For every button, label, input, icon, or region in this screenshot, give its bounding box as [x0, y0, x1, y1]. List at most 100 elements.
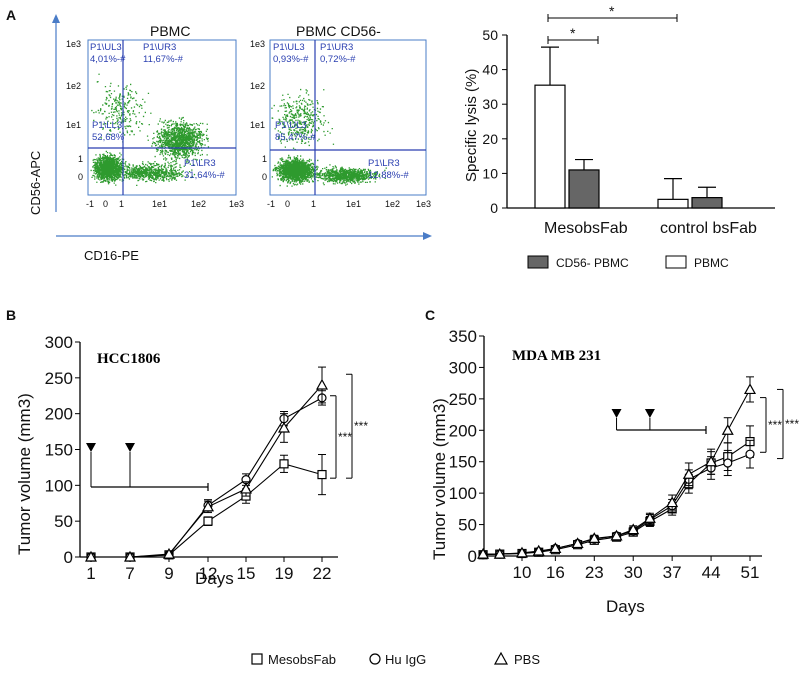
p1-xtick-0: 0	[103, 199, 108, 209]
p1-xtick-m1: -1	[86, 199, 94, 209]
lysis-ytick-label: 40	[482, 62, 498, 78]
hcc-sig-stars: ***	[338, 430, 352, 444]
p1-lr-percent: 31,64%-#	[184, 170, 225, 181]
triangle-marker	[84, 550, 98, 562]
p1-xtick-1e3: 1e3	[229, 199, 244, 209]
legend-mesobsfab: MesobsFab	[268, 652, 336, 667]
p2-ytick-0: 0	[262, 172, 267, 182]
p1-xtick-1: 1	[119, 199, 124, 209]
hcc-xtick-label: 9	[164, 564, 173, 583]
flow-y-label: CD56-APC	[28, 151, 43, 215]
p1-ytick-1e2: 1e2	[66, 81, 81, 91]
p1-ur-gate: P1\UR3	[143, 42, 176, 53]
triangle-marker	[549, 542, 562, 554]
p2-ytick-1e3: 1e3	[250, 39, 265, 49]
hcc-xtick-label: 1	[86, 564, 95, 583]
triangle-marker	[571, 537, 584, 549]
hcc-xtick-label: 7	[125, 564, 134, 583]
legend-square-marker	[251, 653, 263, 665]
lysis-ytick-label: 50	[482, 27, 498, 43]
circle-marker	[745, 449, 755, 459]
triangle-marker	[277, 421, 291, 433]
panel-a-letter: A	[6, 7, 16, 23]
lysis-ylabel: Specific lysis (%)	[463, 69, 480, 182]
mda-ytick-label: 150	[449, 453, 477, 472]
p1-ul-gate: P1\UL3	[90, 42, 122, 53]
hcc-treatment-arrow	[125, 443, 135, 452]
lysis-ytick-label: 30	[482, 96, 498, 112]
mda-xtick-label: 51	[741, 563, 760, 582]
mda-ytick-label: 0	[468, 547, 477, 566]
triangle-marker	[682, 468, 695, 479]
p1-ytick-0: 0	[78, 172, 83, 182]
lysis-bar-cd56--pbmc	[568, 169, 600, 209]
flow-plot-1: P1\UL3 4,01%-# P1\UR3 11,67%-# P1\LL3 52…	[66, 39, 244, 209]
triangle-marker	[315, 378, 329, 390]
hcc-ytick-label: 150	[45, 441, 73, 460]
lysis-category-2: control bsFab	[660, 220, 757, 237]
triangle-marker	[239, 482, 253, 494]
p1-ytick-1e1: 1e1	[66, 120, 81, 130]
mda-ytick-label: 250	[449, 390, 477, 409]
triangle-marker	[532, 544, 545, 556]
panel-c-letter: C	[425, 307, 435, 323]
p1-ll-gate: P1\LL3	[92, 120, 122, 131]
hcc-ylabel: Tumor volume (mm3)	[15, 393, 34, 555]
hcc-title: HCC1806	[97, 351, 161, 367]
triangle-marker	[515, 546, 529, 558]
p2-xtick-1e1: 1e1	[346, 199, 361, 209]
flow-plot-1-frame	[87, 39, 237, 196]
mda-xtick-label: 16	[546, 563, 565, 582]
mda-sig-stars: ***	[768, 418, 782, 432]
triangle-marker	[162, 547, 176, 559]
hcc-ytick-label: 100	[45, 476, 73, 495]
p2-ur-gate: P1\UR3	[320, 42, 353, 53]
circle-marker	[723, 458, 733, 468]
mda-xlabel: Days	[606, 597, 645, 616]
hcc-xtick-label: 12	[199, 564, 218, 583]
hcc-line-pbs	[91, 384, 323, 558]
lysis-bar-pbmc	[657, 198, 689, 209]
p2-ll-percent: 85,47%-#	[275, 132, 316, 143]
flow-y-arrowhead	[52, 14, 60, 23]
mda-xtick-label: 30	[624, 563, 643, 582]
p2-xtick-1: 1	[311, 199, 316, 209]
legend-swatch-cd56	[527, 255, 549, 269]
lysis-bar-pbmc	[534, 84, 566, 209]
p2-ul-gate: P1\UL3	[273, 42, 305, 53]
flow-event-cloud	[90, 73, 210, 186]
flow-x-arrowhead	[423, 232, 432, 240]
p1-ul-percent: 4,01%-#	[90, 54, 126, 65]
triangle-marker	[477, 547, 490, 559]
hcc-ytick-label: 50	[54, 512, 73, 531]
lysis-ytick-label: 10	[482, 165, 498, 181]
hcc-sig-stars: ***	[354, 419, 368, 433]
lysis-bar-cd56--pbmc	[691, 197, 723, 209]
mda-xtick-label: 10	[513, 563, 532, 582]
p2-ytick-1: 1	[262, 154, 267, 164]
p2-ytick-1e2: 1e2	[250, 81, 265, 91]
sig-star-2: *	[609, 3, 615, 19]
legend-hu-igg: Hu IgG	[385, 652, 426, 667]
triangle-marker	[666, 496, 679, 508]
p2-ur-percent: 0,72%-#	[320, 54, 356, 65]
flow-plot-2-frame	[269, 39, 427, 196]
p1-xtick-1e1: 1e1	[152, 199, 167, 209]
mda-sig-stars: ***	[785, 417, 799, 431]
p2-xtick-0: 0	[285, 199, 290, 209]
legend-label-pbmc: PBMC	[694, 256, 729, 270]
mda-ytick-label: 300	[449, 358, 477, 377]
p1-ytick-1: 1	[78, 154, 83, 164]
hcc-ytick-label: 200	[45, 405, 73, 424]
legend-label-cd56: CD56- PBMC	[556, 256, 629, 270]
flow-events-2	[271, 88, 387, 187]
p2-ul-percent: 0,93%-#	[273, 54, 309, 65]
panel-b-letter: B	[6, 307, 16, 323]
lysis-ytick-label: 20	[482, 131, 498, 147]
triangle-marker	[743, 383, 757, 395]
lysis-category-1: MesobsFab	[544, 220, 628, 237]
triangle-marker	[201, 500, 215, 512]
p1-ur-percent: 11,67%-#	[143, 54, 184, 65]
legend-pbs: PBS	[514, 652, 540, 667]
